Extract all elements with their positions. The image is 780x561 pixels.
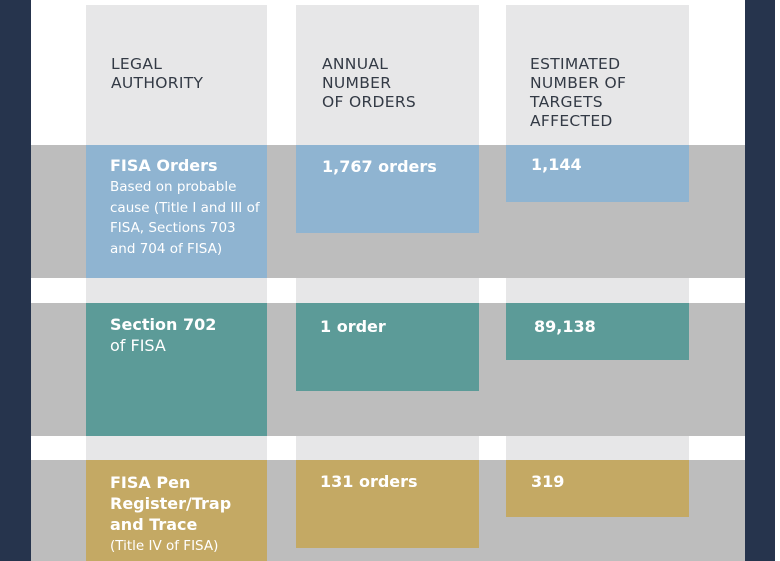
- targets-bar-pen-register: [506, 460, 689, 517]
- header-cell-authority: [86, 5, 267, 145]
- authority-title-fisa-orders: FISA Orders: [110, 156, 218, 175]
- column-gap: [506, 436, 689, 461]
- column-gap: [506, 278, 689, 303]
- authority-block-pen-register: [86, 460, 267, 561]
- column-header-annual-orders: ANNUAL NUMBER OF ORDERS: [322, 55, 417, 111]
- header-cell-orders: [296, 5, 479, 145]
- authority-detail-section-702: of FISA: [110, 336, 166, 355]
- authority-detail-fisa-orders: Based on probable cause (Title I and III…: [110, 179, 260, 257]
- column-header-legal-authority: LEGAL AUTHORITY: [111, 55, 204, 92]
- authority-block-section-702: [86, 303, 267, 436]
- targets-value-fisa-orders: 1,144: [531, 155, 582, 174]
- orders-value-pen-register: 131 orders: [320, 472, 418, 491]
- orders-value-section-702: 1 order: [320, 317, 386, 336]
- orders-value-fisa-orders: 1,767 orders: [322, 157, 437, 176]
- orders-bar-fisa-orders: [296, 145, 479, 233]
- targets-bar-fisa-orders: [506, 145, 689, 202]
- right-border: [745, 0, 780, 561]
- column-gap: [86, 278, 267, 303]
- authority-detail-pen-register: (Title IV of FISA): [110, 538, 219, 554]
- column-gap: [86, 436, 267, 461]
- authority-title-pen-register: FISA Pen Register/Trap and Trace: [110, 473, 232, 534]
- left-border: [0, 0, 31, 561]
- targets-value-pen-register: 319: [531, 472, 565, 491]
- column-header-targets-affected: ESTIMATED NUMBER OF TARGETS AFFECTED: [530, 55, 627, 130]
- orders-bar-section-702: [296, 303, 479, 391]
- authority-block-fisa-orders: [86, 145, 267, 278]
- targets-value-section-702: 89,138: [534, 317, 596, 336]
- column-gap: [296, 436, 479, 461]
- targets-bar-section-702: [506, 303, 689, 360]
- authority-title-section-702: Section 702: [110, 315, 217, 334]
- right-edge: [775, 0, 780, 561]
- header-cell-targets: [506, 5, 689, 145]
- column-gap: [296, 278, 479, 303]
- orders-bar-pen-register: [296, 460, 479, 548]
